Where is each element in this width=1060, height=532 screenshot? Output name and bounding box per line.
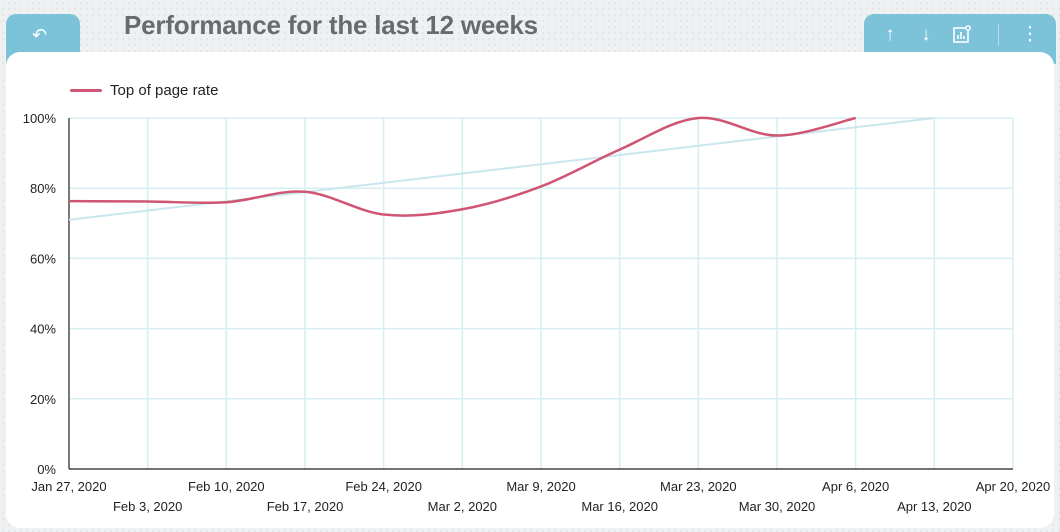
x-tick-label: Mar 9, 2020 [506,479,575,494]
x-tick-label: Mar 30, 2020 [739,499,816,514]
x-tick-label: Mar 16, 2020 [581,499,658,514]
trend-line [68,117,935,221]
y-tick-label: 100% [23,111,57,126]
x-tick-label: Feb 17, 2020 [267,499,344,514]
x-tick-label: Apr 13, 2020 [897,499,971,514]
x-tick-label: Apr 20, 2020 [976,479,1050,494]
y-tick-label: 80% [30,181,56,196]
x-tick-label: Feb 24, 2020 [345,479,422,494]
undo-arrow-icon: ↶ [32,25,48,45]
x-tick-label: Feb 3, 2020 [113,499,182,514]
series-line [68,116,856,217]
y-tick-label: 0% [37,462,56,477]
x-tick-label: Jan 27, 2020 [31,479,106,494]
toolbar-divider [998,24,999,46]
chart-settings-icon[interactable] [950,24,974,50]
page-title: Performance for the last 12 weeks [124,10,538,40]
x-tick-label: Feb 10, 2020 [188,479,265,494]
chart-panel [6,52,1054,528]
arrow-up-icon[interactable]: ↑ [885,24,895,45]
x-tick-label: Apr 6, 2020 [822,479,889,494]
more-vertical-icon[interactable]: ⋮ [1020,24,1040,45]
y-tick-label: 20% [30,392,56,407]
x-tick-label: Mar 2, 2020 [428,499,497,514]
arrow-down-icon[interactable]: ↓ [921,24,931,45]
legend-swatch [70,89,102,92]
legend-label: Top of page rate [110,82,219,99]
y-tick-label: 40% [30,322,56,337]
y-tick-label: 60% [30,251,56,266]
x-tick-label: Mar 23, 2020 [660,479,737,494]
